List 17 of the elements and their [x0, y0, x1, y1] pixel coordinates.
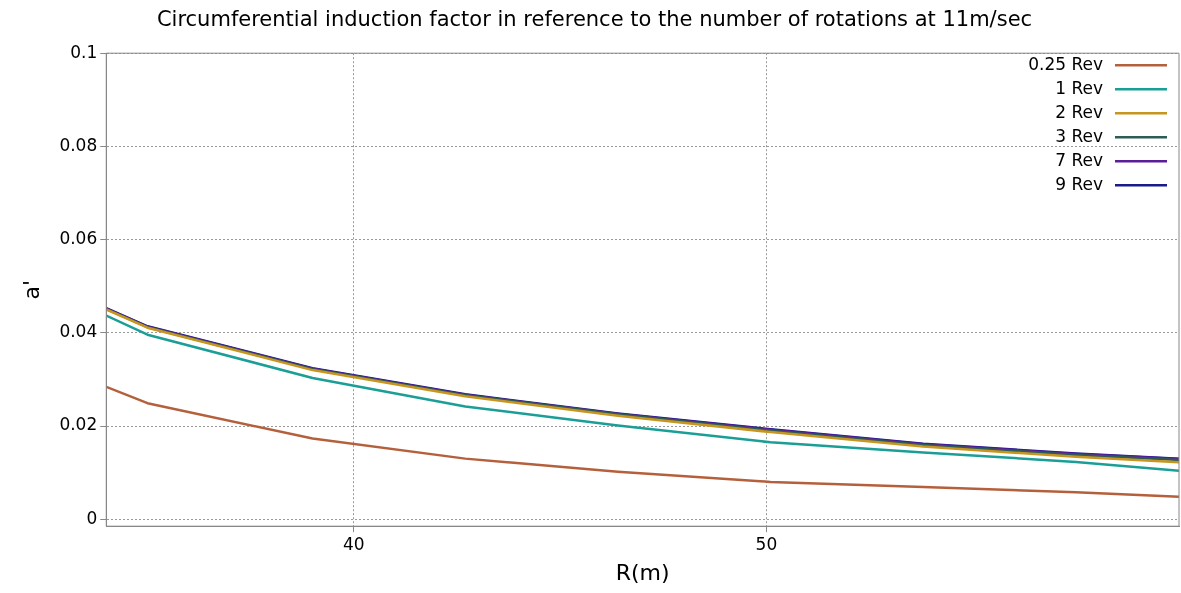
legend-label: 1 Rev — [1055, 77, 1103, 98]
y-tick-label: 0.08 — [59, 134, 98, 155]
x-axis-title: R(m) — [615, 559, 670, 585]
chart-title: Circumferential induction factor in reference to the number of rotations at 11m/sec — [156, 7, 1033, 32]
x-tick-label: 50 — [755, 533, 778, 554]
y-tick-label: 0.1 — [70, 41, 98, 62]
y-tick-label: 0.02 — [59, 414, 98, 435]
y-tick-label: 0 — [86, 507, 98, 528]
legend-label: 9 Rev — [1055, 173, 1103, 194]
legend-label: 7 Rev — [1055, 149, 1103, 170]
y-tick-label: 0.06 — [59, 228, 98, 249]
x-tick-label: 40 — [342, 533, 365, 554]
legend-label: 2 Rev — [1055, 101, 1103, 122]
legend-label: 3 Rev — [1055, 125, 1103, 146]
y-axis-title: a' — [18, 279, 44, 300]
y-tick-label: 0.04 — [59, 321, 98, 342]
legend-label: 0.25 Rev — [1028, 53, 1103, 74]
